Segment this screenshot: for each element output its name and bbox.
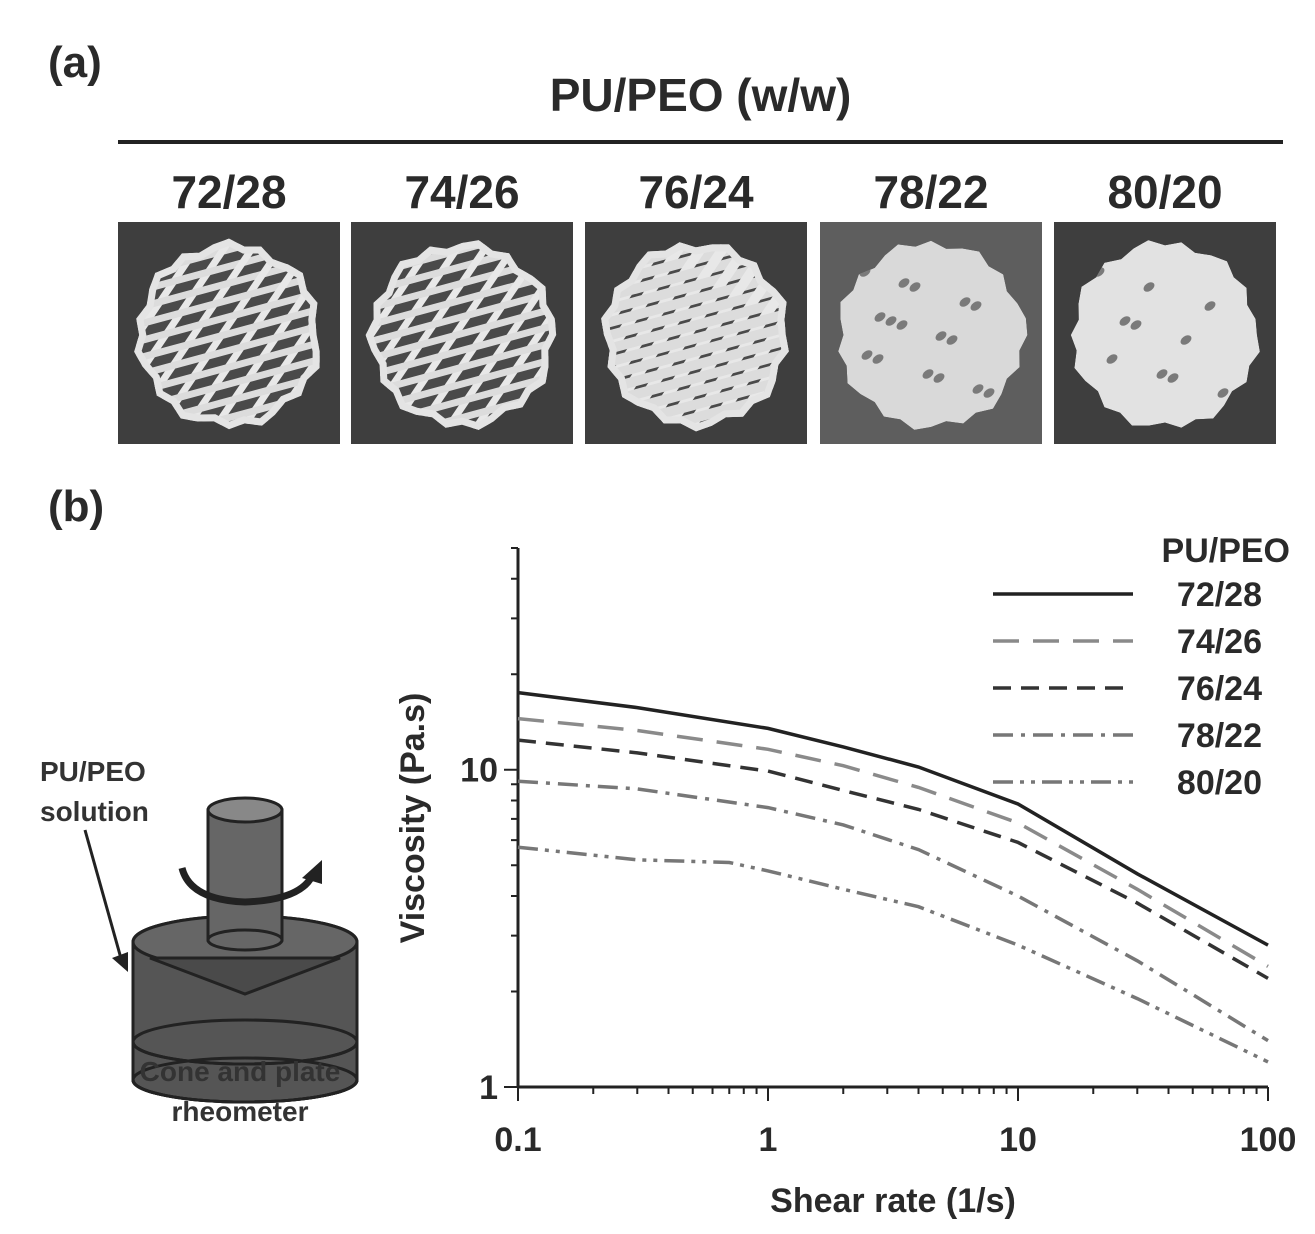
- legend-label: 72/28: [1177, 576, 1262, 614]
- legend-title: PU/PEO: [1162, 532, 1290, 570]
- rotation-arrowhead: [302, 860, 322, 884]
- y-tick-label: 10: [460, 752, 498, 790]
- series-line: [517, 779, 1269, 1043]
- series-line: [517, 690, 1269, 947]
- legend-label: 74/26: [1177, 623, 1262, 661]
- series-line: [517, 845, 1269, 1064]
- sample-photo: [118, 222, 340, 444]
- sample-ratio-label: 80/20: [1107, 166, 1223, 218]
- series-line: [517, 716, 1269, 968]
- rheometer-diagram: [83, 796, 359, 1104]
- x-axis-label: Shear rate (1/s): [770, 1182, 1016, 1220]
- sample-ratio-label: 74/26: [404, 166, 520, 218]
- callout-arrow: [83, 829, 124, 963]
- callout-text: PU/PEO solution: [40, 756, 149, 827]
- sample-photo: [820, 222, 1042, 444]
- x-tick-label: 10: [999, 1121, 1037, 1159]
- legend-label: 78/22: [1177, 717, 1262, 755]
- shaft: [206, 808, 284, 942]
- caption-line2: rheometer: [171, 1096, 309, 1127]
- rotation-arrow: [178, 866, 316, 906]
- cone: [149, 956, 341, 996]
- sample-photo: [585, 222, 807, 444]
- y-axis-label: Viscosity (Pa.s): [394, 693, 432, 944]
- x-tick-label: 100: [1240, 1121, 1297, 1159]
- legend-label: 76/24: [1177, 670, 1262, 708]
- title-rule: [118, 140, 1283, 144]
- sample-ratio-label: 72/28: [171, 166, 287, 218]
- x-tick-label: 1: [759, 1121, 778, 1159]
- callout-arrowhead: [112, 952, 128, 972]
- y-tick-label: 1: [479, 1069, 498, 1107]
- series-line: [517, 738, 1269, 980]
- sample-ratio-label: 76/24: [638, 166, 754, 218]
- sample-photo: [1054, 222, 1276, 444]
- caption-line1: Cone and plate: [139, 1056, 341, 1087]
- sample-photo: [351, 222, 573, 444]
- panel-b-label: (b): [48, 482, 105, 531]
- sample-ratio-label: 78/22: [873, 166, 989, 218]
- x-tick-label: 0.1: [494, 1121, 541, 1159]
- legend-label: 80/20: [1177, 764, 1262, 802]
- group-title: PU/PEO (w/w): [549, 69, 852, 121]
- panel-a-label: (a): [48, 38, 102, 87]
- shaft-top: [206, 796, 284, 824]
